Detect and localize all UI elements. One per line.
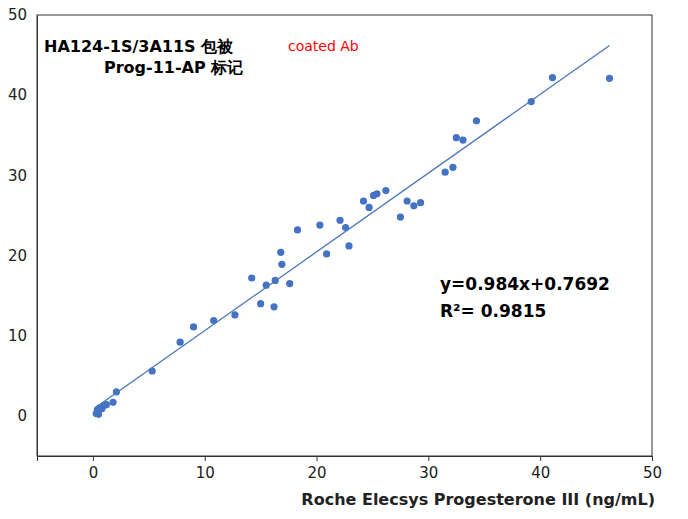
x-tick: 40 [531,456,550,482]
data-point [336,217,343,224]
data-point [270,303,277,310]
y-tick: 40 [8,86,37,104]
y-tick: 30 [8,167,37,185]
annotation: HA124-1S/3A11S 包被 [44,37,234,56]
data-point [278,261,285,268]
x-tick-mark [317,456,318,461]
y-axis: 0 10 20 30 40 50 [8,6,38,456]
x-tick: 30 [419,456,438,482]
x-tick-label: 0 [89,464,99,482]
data-point [404,197,411,204]
data-point [109,399,116,406]
y-tick-label: 0 [17,407,27,425]
data-point [473,117,480,124]
x-tick-mark [540,456,541,461]
x-tick: 20 [307,456,326,482]
y-tick-label: 10 [8,327,27,345]
data-point [459,136,466,143]
data-point [453,134,460,141]
data-point [397,213,404,220]
x-tick-mark [93,456,94,461]
data-point [248,274,255,281]
x-tick: 50 [643,456,662,482]
plot-area [93,45,613,417]
y-axis-line [37,16,38,457]
annotation: coated Ab [288,38,359,54]
plot-frame [37,15,652,456]
x-axis-line [38,457,653,462]
data-point [417,199,424,206]
data-point [345,242,352,249]
data-point [257,300,264,307]
data-point [606,75,613,82]
data-point [286,280,293,287]
chart: 0 10 20 30 40 50 0 10 20 30 40 50 Roche Elecsys Prog… [0,0,688,519]
data-point [373,190,380,197]
x-axis: 0 10 20 30 40 50 [38,456,663,482]
x-tick-label: 40 [531,464,550,482]
fit-line [96,45,609,407]
y-tick-label: 50 [8,6,27,24]
annotation: R²= 0.9815 [440,301,546,321]
data-point [316,221,323,228]
y-tick: 20 [8,247,37,265]
data-point [366,204,373,211]
x-tick-mark [205,456,206,461]
data-point [549,74,556,81]
data-point [277,249,284,256]
annotation: y=0.984x+0.7692 [440,274,610,294]
data-point [410,202,417,209]
data-point [231,311,238,318]
x-tick-mark [428,456,429,461]
x-tick-label: 20 [307,464,326,482]
x-tick-label: 10 [196,464,215,482]
x-tick-mark [652,456,653,461]
y-tick: 10 [8,327,37,345]
y-tick-label: 40 [8,86,27,104]
data-point [323,250,330,257]
x-tick: 10 [196,456,215,482]
x-tick-label: 50 [643,464,662,482]
data-point [94,408,101,415]
x-tick: 0 [89,456,99,482]
annotation: Prog-11-AP 标记 [104,58,243,77]
x-axis-title: Roche Elecsys Progesterone III (ng/mL) [301,490,655,509]
y-tick-label: 30 [8,167,27,185]
data-point [190,323,197,330]
y-tick: 50 [8,6,37,24]
data-point [177,339,184,346]
data-point [442,169,449,176]
data-point [449,164,456,171]
data-point [360,197,367,204]
y-tick-label: 20 [8,247,27,265]
x-tick-label: 30 [419,464,438,482]
data-point [294,226,301,233]
y-tick: 0 [17,407,37,425]
data-point [382,187,389,194]
